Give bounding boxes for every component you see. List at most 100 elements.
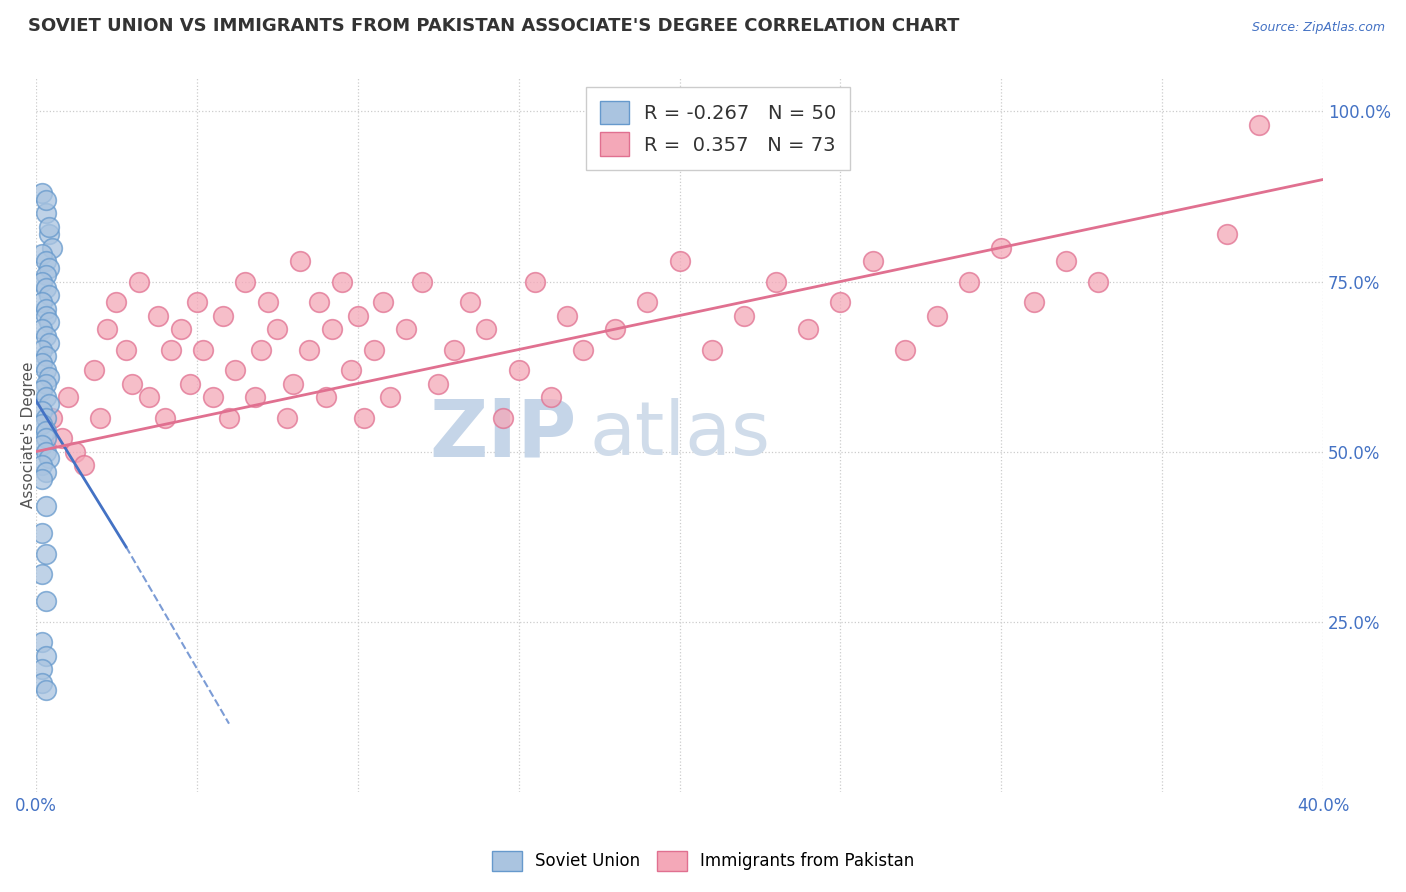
Point [31,458,53,473]
Point [38,335,60,350]
Point [128,275,150,289]
Point [224,363,246,377]
Point [51,431,73,445]
Point [31,438,53,452]
Point [308,294,330,309]
Point [34,363,56,377]
Point [41,240,63,254]
Point [34,281,56,295]
Point [283,376,305,391]
Point [288,254,311,268]
Point [427,376,450,391]
Point [830,294,852,309]
Point [38,369,60,384]
Point [31,356,53,370]
Point [160,343,183,357]
Point [373,294,395,309]
Text: Source: ZipAtlas.com: Source: ZipAtlas.com [1251,21,1385,34]
Point [1247,118,1270,132]
Point [340,363,363,377]
Point [315,390,337,404]
Point [201,390,224,404]
Point [668,254,690,268]
Point [395,322,418,336]
Point [179,376,201,391]
Legend: Soviet Union, Immigrants from Pakistan: Soviet Union, Immigrants from Pakistan [484,842,922,880]
Point [378,390,401,404]
Point [34,499,56,513]
Point [1022,294,1045,309]
Point [353,410,375,425]
Point [605,322,627,336]
Point [990,240,1012,254]
Point [38,260,60,275]
Point [89,410,111,425]
Text: atlas: atlas [589,398,770,471]
Point [63,444,86,458]
Point [523,275,546,289]
Point [115,343,138,357]
Point [218,410,240,425]
Point [797,322,820,336]
Point [31,403,53,417]
Point [31,417,53,432]
Point [34,547,56,561]
Point [38,397,60,411]
Point [38,227,60,241]
Point [540,390,562,404]
Point [34,648,56,663]
Point [330,275,353,289]
Point [31,275,53,289]
Point [96,322,118,336]
Point [31,343,53,357]
Point [193,343,215,357]
Point [121,376,143,391]
Point [298,343,321,357]
Point [73,458,96,473]
Point [862,254,884,268]
Point [31,322,53,336]
Point [321,322,343,336]
Point [153,410,176,425]
Point [1215,227,1237,241]
Y-axis label: Associate's Degree: Associate's Degree [21,361,37,508]
Point [170,322,193,336]
Point [34,329,56,343]
Point [34,682,56,697]
Point [34,254,56,268]
Point [31,676,53,690]
Point [34,309,56,323]
Point [34,431,56,445]
Point [34,444,56,458]
Point [475,322,498,336]
Point [31,662,53,676]
Point [34,268,56,282]
Point [56,390,79,404]
Point [148,309,170,323]
Point [34,349,56,363]
Point [34,193,56,207]
Point [34,424,56,438]
Point [31,526,53,541]
Point [443,343,465,357]
Point [491,410,513,425]
Point [256,294,278,309]
Point [31,247,53,261]
Point [266,322,288,336]
Point [31,384,53,398]
Point [250,343,273,357]
Point [894,343,917,357]
Point [765,275,787,289]
Point [138,390,160,404]
Point [555,309,578,323]
Point [83,363,105,377]
Legend: R = -0.267   N = 50, R =  0.357   N = 73: R = -0.267 N = 50, R = 0.357 N = 73 [586,87,851,169]
Point [636,294,658,309]
Point [34,594,56,608]
Point [572,343,595,357]
Point [1087,275,1109,289]
Point [31,635,53,649]
Point [34,206,56,220]
Point [31,567,53,582]
Point [411,275,433,289]
